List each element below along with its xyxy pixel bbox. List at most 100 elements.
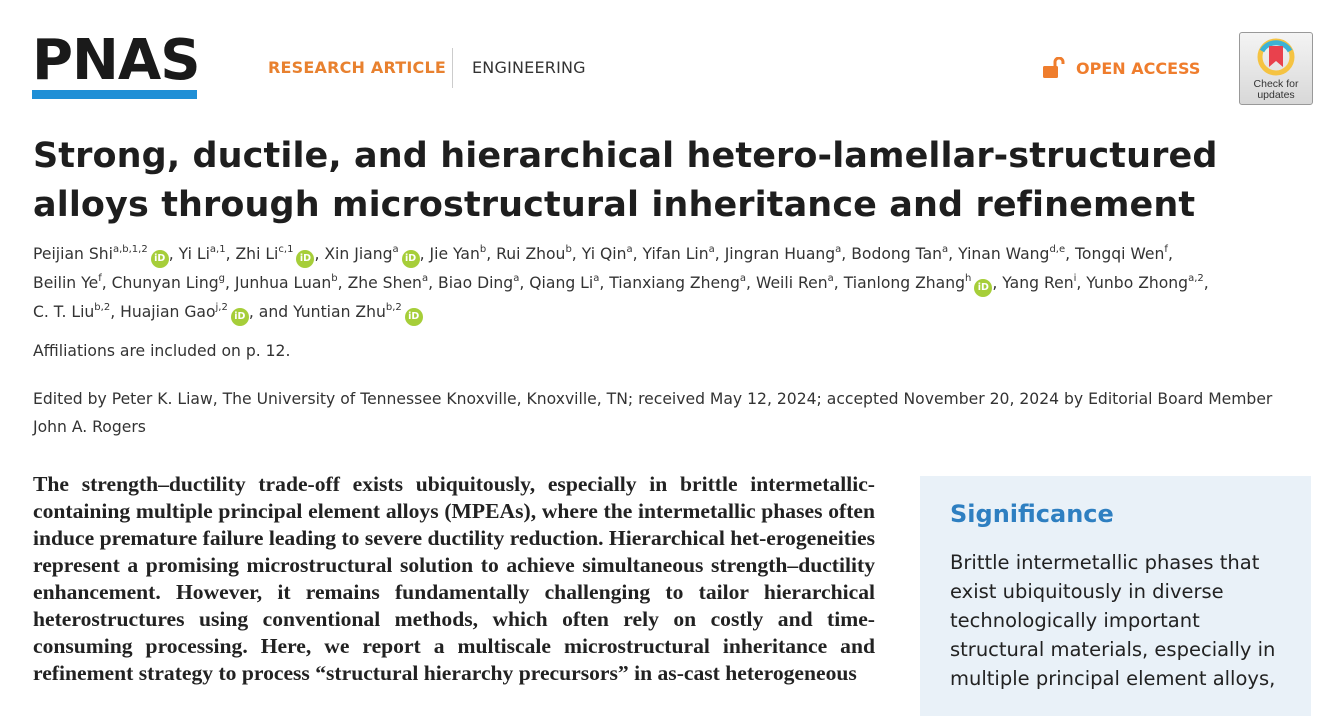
- author-separator: ,: [101, 274, 112, 292]
- significance-text: Brittle intermetallic phases that exist …: [950, 551, 1276, 690]
- author-separator: ,: [714, 245, 725, 263]
- author-separator: ,: [599, 274, 610, 292]
- abstract: The strength–ductility trade-off exists …: [33, 472, 875, 685]
- author-separator: ,: [571, 245, 582, 263]
- author-affiliation-sup: a,2: [1188, 273, 1204, 284]
- orcid-icon[interactable]: iD: [230, 308, 249, 326]
- section-label[interactable]: ENGINEERING: [472, 58, 586, 77]
- check-for-updates-button[interactable]: Check for updates: [1239, 32, 1313, 105]
- author-separator: ,: [419, 245, 430, 263]
- author-affiliation-sup: j,2: [215, 302, 228, 313]
- author-separator: ,: [1203, 274, 1209, 292]
- logo-bar: [32, 90, 197, 99]
- author-name[interactable]: Yinan Wang: [958, 245, 1050, 263]
- author-separator: ,: [224, 274, 235, 292]
- orcid-icon[interactable]: iD: [150, 250, 169, 268]
- author-name[interactable]: Yi Qin: [581, 245, 627, 263]
- author-affiliation-sup: b: [565, 244, 572, 255]
- author-affiliation-sup: d,e: [1049, 244, 1066, 255]
- author-separator: ,: [841, 245, 852, 263]
- article-title: Strong, ductile, and hierarchical hetero…: [33, 136, 1218, 225]
- author-separator: ,: [1065, 245, 1076, 263]
- author-separator: ,: [337, 274, 348, 292]
- author-separator: ,: [225, 245, 236, 263]
- author-affiliation-sup: a: [593, 273, 600, 284]
- author-name[interactable]: Jie Yan: [429, 245, 480, 263]
- author-separator: ,: [746, 274, 756, 292]
- author-line: Beilin Yef, Chunyan Lingg, Junhua Luanb,…: [33, 269, 1209, 298]
- author-name[interactable]: Bodong Tan: [851, 245, 943, 263]
- author-name[interactable]: Rui Zhou: [496, 245, 566, 263]
- author-name[interactable]: Beilin Ye: [33, 274, 99, 292]
- header-divider: [452, 48, 453, 88]
- author-name[interactable]: Yifan Lin: [642, 245, 709, 263]
- author-affiliation-sup: a: [421, 273, 429, 284]
- author-separator: ,: [519, 274, 530, 292]
- pnas-logo[interactable]: PNAS: [32, 28, 201, 99]
- author-affiliation-sup: a: [827, 273, 834, 284]
- author-affiliation-sup: a: [513, 273, 520, 284]
- author-name[interactable]: Yuntian Zhu: [293, 303, 386, 321]
- affiliations-note[interactable]: Affiliations are included on p. 12.: [33, 342, 291, 360]
- author-separator: ,: [486, 245, 497, 263]
- author-name[interactable]: Zhi Li: [235, 245, 279, 263]
- article-type[interactable]: RESEARCH ARTICLE: [268, 58, 447, 77]
- author-list: Peijian Shia,b,1,2iD, Yi Lia,1, Zhi Lic,…: [33, 240, 1209, 327]
- orcid-icon[interactable]: iD: [296, 250, 315, 268]
- author-name[interactable]: Huajian Gao: [120, 303, 216, 321]
- author-affiliation-sup: g: [218, 273, 225, 284]
- author-affiliation-sup: a: [835, 244, 842, 255]
- check-for-updates-label: Check for updates: [1253, 78, 1299, 101]
- author-separator: ,: [833, 274, 844, 292]
- author-name[interactable]: Tongqi Wen: [1075, 245, 1165, 263]
- logo-text: PNAS: [32, 28, 201, 93]
- author-line: Peijian Shia,b,1,2iD, Yi Lia,1, Zhi Lic,…: [33, 240, 1209, 269]
- author-name[interactable]: Peijian Shi: [33, 245, 113, 263]
- author-name[interactable]: Yang Ren: [1002, 274, 1074, 292]
- author-separator: ,: [992, 274, 1003, 292]
- author-affiliation-sup: a: [942, 244, 949, 255]
- author-affiliation-sup: a: [626, 244, 633, 255]
- author-affiliation-sup: b,2: [385, 302, 402, 313]
- author-name[interactable]: Xin Jiang: [324, 245, 393, 263]
- author-affiliation-sup: c,1: [278, 244, 294, 255]
- author-affiliation-sup: f: [98, 273, 102, 284]
- author-separator: ,: [110, 303, 121, 321]
- author-separator: ,: [948, 245, 959, 263]
- significance-box: Significance Brittle intermetallic phase…: [920, 476, 1311, 716]
- author-name[interactable]: Jingran Huang: [724, 245, 836, 263]
- author-name[interactable]: Qiang Li: [529, 274, 594, 292]
- orcid-icon[interactable]: iD: [974, 279, 993, 297]
- author-line: C. T. Liub,2, Huajian Gaoj,2iD, and Yunt…: [33, 298, 1209, 327]
- edited-by: Edited by Peter K. Liaw, The University …: [33, 390, 1273, 436]
- author-name[interactable]: C. T. Liu: [33, 303, 95, 321]
- author-name[interactable]: Yi Li: [178, 245, 210, 263]
- author-affiliation-sup: f: [1164, 244, 1168, 255]
- author-separator: ,: [314, 245, 325, 263]
- author-affiliation-sup: a: [739, 273, 747, 284]
- author-separator: ,: [168, 245, 179, 263]
- author-name[interactable]: Yunbo Zhong: [1086, 274, 1189, 292]
- author-name[interactable]: Chunyan Ling: [111, 274, 219, 292]
- crossmark-icon: [1257, 38, 1295, 76]
- open-lock-icon: [1043, 57, 1065, 78]
- author-name[interactable]: Zhe Shen: [347, 274, 422, 292]
- author-separator: ,: [1076, 274, 1087, 292]
- author-affiliation-sup: a,1: [209, 244, 226, 255]
- author-separator: ,: [1167, 245, 1173, 263]
- orcid-icon[interactable]: iD: [401, 250, 420, 268]
- author-affiliation-sup: a: [708, 244, 715, 255]
- author-affiliation-sup: a: [392, 244, 399, 255]
- open-access[interactable]: OPEN ACCESS: [1042, 57, 1200, 79]
- author-name[interactable]: Biao Ding: [438, 274, 514, 292]
- author-affiliation-sup: b: [331, 273, 338, 284]
- author-name[interactable]: Tianlong Zhang: [843, 274, 966, 292]
- author-name[interactable]: Junhua Luan: [234, 274, 332, 292]
- author-name[interactable]: Weili Ren: [755, 274, 828, 292]
- author-affiliation-sup: b,2: [94, 302, 111, 313]
- orcid-icon[interactable]: iD: [404, 308, 423, 326]
- open-access-label: OPEN ACCESS: [1076, 58, 1201, 78]
- author-affiliation-sup: a,b,1,2: [112, 244, 148, 255]
- author-name[interactable]: Tianxiang Zheng: [609, 274, 740, 292]
- author-separator: , and: [248, 303, 294, 321]
